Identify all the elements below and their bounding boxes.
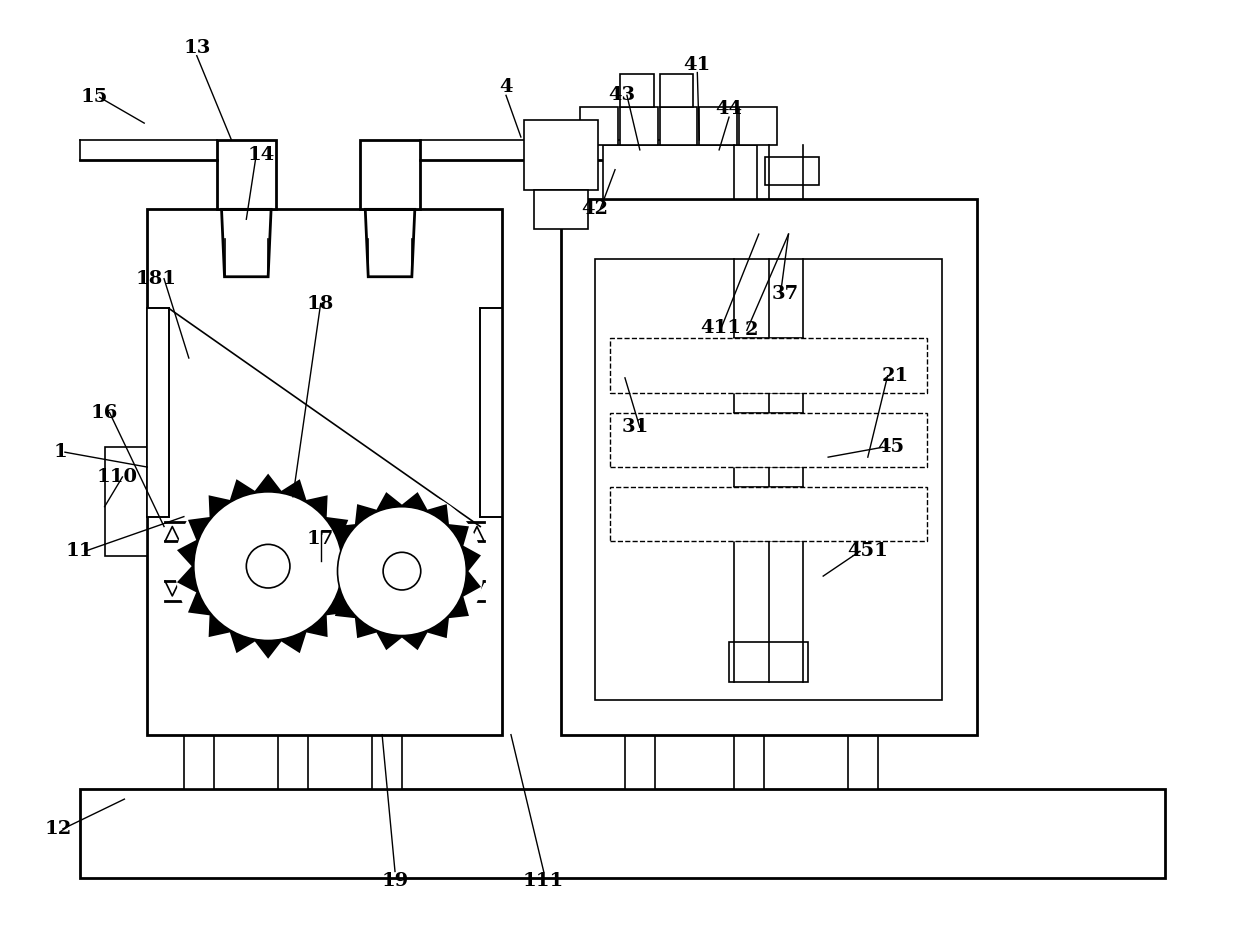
Text: 17: 17 — [308, 530, 335, 548]
Bar — [610, 487, 928, 542]
Bar — [699, 107, 737, 145]
Text: 45: 45 — [877, 438, 904, 456]
Bar — [148, 309, 169, 517]
Text: 181: 181 — [135, 270, 176, 288]
Bar — [848, 735, 878, 789]
Bar — [372, 735, 402, 789]
Text: 16: 16 — [91, 403, 118, 421]
Bar — [523, 120, 598, 189]
Text: 18: 18 — [308, 295, 335, 313]
Bar — [729, 642, 808, 682]
Text: 13: 13 — [184, 39, 211, 57]
Polygon shape — [324, 493, 480, 649]
Text: 37: 37 — [773, 285, 799, 303]
Bar — [104, 447, 148, 556]
Text: 19: 19 — [382, 872, 409, 890]
Bar — [595, 259, 942, 700]
Text: 2: 2 — [745, 321, 759, 339]
Text: 1: 1 — [53, 443, 67, 461]
Text: 111: 111 — [523, 872, 564, 890]
Circle shape — [175, 473, 361, 659]
Text: 110: 110 — [97, 468, 138, 486]
Text: 21: 21 — [882, 366, 909, 384]
Circle shape — [337, 507, 466, 635]
Bar — [765, 157, 820, 185]
Bar — [734, 735, 764, 789]
Bar — [739, 107, 776, 145]
Polygon shape — [179, 475, 358, 657]
Bar — [580, 107, 618, 145]
Bar — [79, 789, 1166, 879]
Bar — [533, 189, 588, 229]
Text: 15: 15 — [81, 88, 108, 106]
Text: 42: 42 — [582, 201, 609, 219]
Text: 411: 411 — [701, 319, 742, 337]
Bar — [278, 735, 308, 789]
Bar — [361, 140, 420, 209]
Text: 31: 31 — [621, 419, 649, 437]
Bar — [660, 74, 693, 107]
Text: 451: 451 — [847, 543, 888, 561]
Bar — [660, 107, 697, 145]
Bar — [620, 74, 653, 107]
Bar — [610, 338, 928, 393]
Bar — [625, 735, 655, 789]
Text: 4: 4 — [500, 79, 513, 97]
Text: 41: 41 — [683, 56, 711, 74]
Circle shape — [321, 490, 484, 652]
Bar — [610, 413, 928, 467]
Text: 44: 44 — [715, 100, 743, 118]
Circle shape — [193, 491, 342, 640]
Bar — [620, 107, 657, 145]
Bar — [184, 735, 213, 789]
Text: 12: 12 — [45, 820, 72, 838]
Text: 14: 14 — [248, 146, 275, 164]
Text: 11: 11 — [66, 543, 93, 561]
Text: 43: 43 — [609, 86, 636, 104]
Bar — [560, 200, 977, 735]
Circle shape — [383, 552, 420, 590]
Bar — [217, 140, 277, 209]
Bar — [480, 309, 502, 517]
Bar — [148, 209, 502, 735]
Bar — [603, 145, 756, 200]
Circle shape — [247, 545, 290, 588]
